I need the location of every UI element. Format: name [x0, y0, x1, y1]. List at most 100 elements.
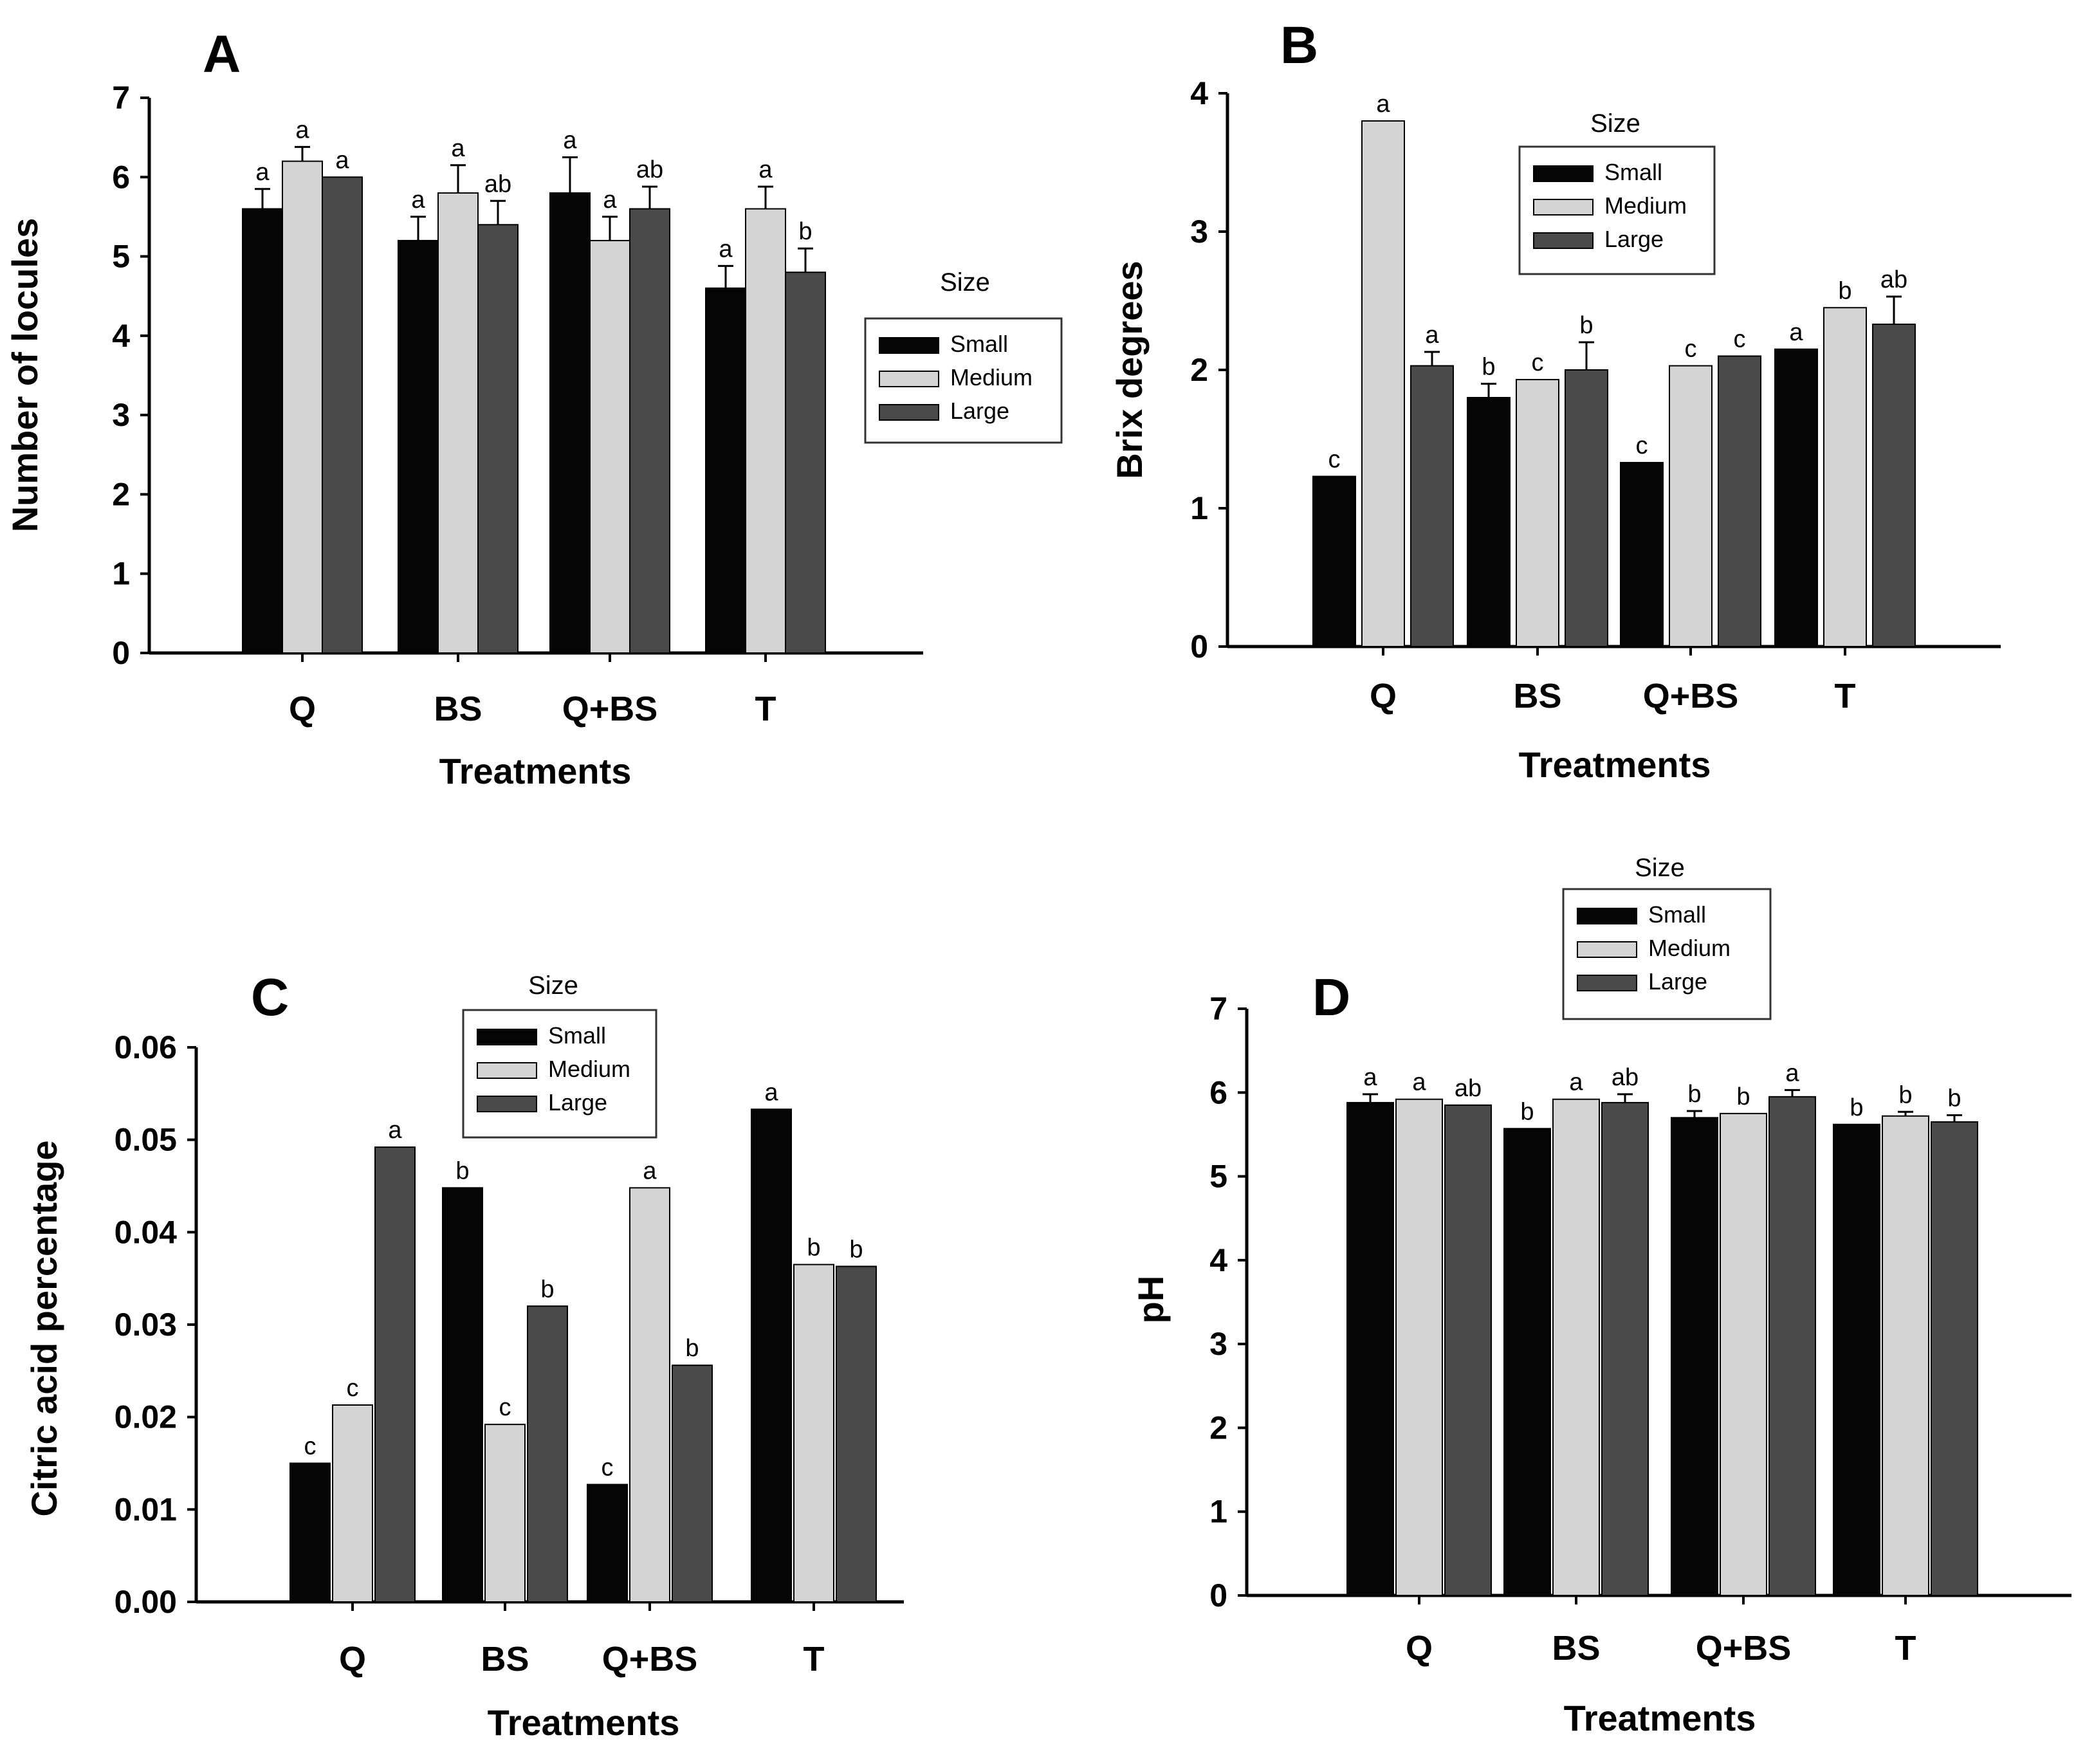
- legend: Size Small Medium Large: [462, 971, 657, 1139]
- significance-label: a: [335, 147, 349, 174]
- bar-large-q: [1410, 365, 1454, 647]
- significance-label: b: [798, 218, 812, 245]
- bar-large-bs: [527, 1305, 568, 1603]
- bar-medium-t: [1823, 307, 1867, 647]
- significance-label: c: [1685, 336, 1697, 363]
- bar-large-t: [836, 1265, 877, 1603]
- legend-label-large: Large: [1648, 968, 1707, 995]
- legend-swatch-medium: [1577, 941, 1637, 958]
- significance-label: b: [1736, 1083, 1750, 1110]
- significance-label: c: [304, 1433, 317, 1460]
- bar-large-q: [322, 176, 363, 654]
- y-tick-label: 6: [112, 159, 130, 195]
- x-tick-label: T: [804, 1640, 825, 1678]
- y-tick-label: 3: [1209, 1326, 1227, 1362]
- bar-large-bs: [1601, 1101, 1649, 1597]
- bar-small-qplusbs: [587, 1484, 628, 1603]
- legend-label-small: Small: [548, 1022, 606, 1049]
- legend: Size Small Medium Large: [1562, 854, 1772, 1020]
- significance-label: b: [849, 1236, 863, 1263]
- bar-medium-qplusbs: [629, 1187, 670, 1603]
- y-tick-label: 7: [1209, 991, 1227, 1027]
- x-axis-label: Treatments: [439, 751, 632, 791]
- bar-medium-q: [1361, 120, 1405, 647]
- significance-label: a: [255, 159, 270, 186]
- bar-medium-q: [1395, 1098, 1443, 1597]
- y-tick-label: 2: [112, 476, 130, 512]
- significance-label: a: [1789, 319, 1803, 346]
- x-tick-label: Q: [339, 1640, 366, 1678]
- y-tick-label: 5: [1209, 1159, 1227, 1195]
- bar-large-bs: [477, 224, 519, 654]
- significance-label: a: [758, 156, 773, 183]
- y-axis-label: pH: [1130, 1276, 1171, 1324]
- panel-d: D 0 1 2 3 4 5 6 7 Qa a ab BS b a ab Q+BS b b a Tb b b Treatment…: [1130, 854, 2071, 1738]
- legend-label-medium: Medium: [1604, 192, 1687, 219]
- significance-label: a: [603, 187, 617, 214]
- bar-small-qplusbs: [1671, 1117, 1718, 1597]
- bar-small-t: [1833, 1123, 1880, 1596]
- legend-swatch-small: [879, 337, 939, 354]
- legend-swatch-medium: [879, 371, 939, 387]
- y-tick-label: 1: [112, 556, 130, 592]
- y-axis-label: Brix degrees: [1109, 261, 1150, 479]
- panel-letter: A: [203, 25, 241, 84]
- significance-label: a: [388, 1117, 402, 1144]
- x-tick-label: BS: [434, 690, 482, 728]
- legend-swatch-small: [1577, 908, 1637, 924]
- x-axis-label: Treatments: [488, 1702, 680, 1743]
- legend-swatch-medium: [1533, 199, 1594, 216]
- significance-label: b: [1482, 354, 1495, 381]
- legend-title: Size: [1590, 109, 1640, 138]
- significance-label: c: [1636, 432, 1648, 459]
- y-tick-label: 1: [1190, 490, 1208, 526]
- bar-large-qplusbs: [1768, 1096, 1816, 1597]
- significance-label: a: [1569, 1069, 1583, 1096]
- bar-small-qplusbs: [549, 192, 591, 654]
- y-axis-label: Number of locules: [5, 218, 45, 533]
- x-tick-label: Q+BS: [602, 1640, 698, 1678]
- significance-label: b: [1520, 1098, 1534, 1125]
- bar-medium-bs: [1552, 1098, 1600, 1597]
- legend-swatch-medium: [477, 1062, 537, 1079]
- legend-label-medium: Medium: [950, 364, 1033, 390]
- bar-medium-t: [745, 208, 786, 654]
- y-tick-label: 0.03: [115, 1307, 177, 1343]
- legend-label-small: Small: [1604, 159, 1662, 185]
- significance-label: ab: [636, 156, 663, 183]
- y-tick-label: 0.06: [115, 1029, 177, 1065]
- significance-label: a: [719, 235, 733, 262]
- legend-label-medium: Medium: [548, 1056, 630, 1082]
- y-tick-label: 0.02: [115, 1399, 177, 1435]
- y-tick-label: 5: [112, 239, 130, 275]
- legend-title: Size: [528, 971, 578, 1000]
- bar-small-t: [705, 287, 746, 654]
- legend-swatch-large: [879, 404, 939, 421]
- bar-small-bs: [1503, 1128, 1551, 1596]
- x-tick-label: Q+BS: [562, 690, 658, 728]
- y-tick-label: 0.05: [115, 1122, 177, 1158]
- bar-small-qplusbs: [1620, 462, 1664, 647]
- x-tick-label: Q: [289, 690, 316, 728]
- y-tick-label: 4: [1209, 1242, 1227, 1278]
- y-tick-label: 0.04: [115, 1214, 178, 1250]
- x-tick-label: BS: [481, 1640, 529, 1678]
- bar-large-q: [374, 1146, 416, 1603]
- y-tick-label: 0.00: [115, 1584, 177, 1620]
- significance-label: ab: [1880, 266, 1907, 293]
- panel-letter: B: [1280, 16, 1318, 75]
- significance-label: c: [1328, 446, 1341, 473]
- legend-swatch-large: [1533, 232, 1594, 249]
- bar-medium-bs: [484, 1424, 526, 1603]
- bar-medium-qplusbs: [1669, 365, 1713, 647]
- bar-medium-t: [1882, 1115, 1929, 1597]
- panel-letter: C: [251, 968, 289, 1027]
- significance-label: a: [1785, 1060, 1799, 1087]
- x-tick-label: T: [1895, 1629, 1916, 1668]
- y-tick-label: 0.01: [115, 1491, 177, 1527]
- legend-label-large: Large: [548, 1089, 607, 1116]
- panel-letter: D: [1312, 968, 1350, 1027]
- bar-small-q: [1346, 1101, 1394, 1597]
- x-tick-label: T: [1835, 677, 1856, 715]
